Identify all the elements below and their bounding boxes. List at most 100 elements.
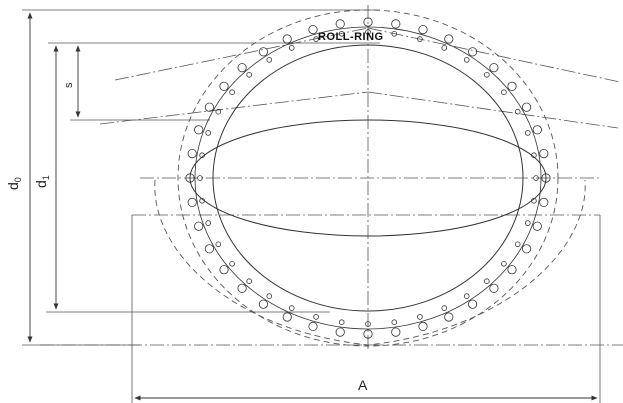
roller-pin — [524, 130, 531, 136]
roller-pin — [246, 278, 253, 285]
roller-bead — [335, 19, 345, 29]
roller-pin — [205, 220, 212, 226]
roller-bead — [258, 299, 268, 309]
roller-bead — [282, 312, 292, 322]
roller-pin — [441, 305, 448, 311]
roller-bead — [219, 265, 229, 275]
roller-bead — [194, 221, 204, 231]
roller-pin — [205, 130, 212, 136]
roller-pin — [417, 314, 423, 320]
roller-pin — [246, 72, 253, 78]
roller-pin — [229, 260, 235, 267]
roller-bead — [363, 17, 373, 27]
roller-pin — [514, 241, 521, 248]
roller-pin — [266, 293, 273, 299]
roller-pin — [483, 72, 490, 78]
roller-pin — [417, 36, 423, 42]
roller-pin — [229, 89, 235, 95]
roller-bead — [194, 125, 204, 135]
dimension-lines — [27, 12, 598, 401]
roller-pin — [199, 152, 205, 159]
roller-bead — [391, 327, 401, 337]
roller-bead — [308, 25, 318, 35]
extension-lines — [22, 9, 601, 403]
roller-pin — [531, 198, 537, 204]
roller-pin — [514, 108, 521, 115]
roller-bead — [467, 299, 478, 309]
roller-pin — [288, 305, 295, 311]
roller-pin — [313, 314, 319, 320]
roller-pin — [215, 108, 222, 115]
roller-pin — [197, 175, 203, 181]
roller-bead — [187, 197, 197, 207]
roller-bead — [204, 102, 214, 112]
inner-flat-ellipse — [189, 119, 547, 237]
d0-label: d0 — [5, 177, 23, 190]
roller-pin — [531, 152, 537, 159]
d1-label: d1 — [33, 175, 51, 188]
chain-link-path — [194, 26, 542, 330]
roller-bead — [539, 197, 549, 207]
roller-bead — [532, 221, 542, 231]
roller-pin — [463, 57, 470, 63]
roller-pin — [501, 260, 507, 267]
roller-pin — [313, 36, 319, 42]
roller-pin — [391, 319, 398, 326]
roller-bead — [391, 19, 401, 29]
A-label: A — [358, 377, 368, 393]
roller-bead — [507, 81, 517, 91]
roller-pin — [288, 45, 295, 51]
roller-bead — [308, 321, 318, 331]
centerlines — [40, 5, 623, 350]
lower-taper-line-left — [99, 91, 369, 125]
roller-pin — [533, 175, 539, 181]
inner-large-ellipse — [212, 44, 524, 312]
roller-bead — [185, 173, 195, 183]
roller-bead — [444, 312, 454, 322]
roller-bead — [363, 329, 373, 339]
roller-pin — [391, 30, 398, 37]
roller-bead — [282, 34, 292, 44]
upper-taper-line-left — [114, 27, 369, 81]
roller-bead — [521, 102, 532, 112]
roller-bead — [418, 25, 428, 35]
roller-bead — [237, 63, 247, 73]
roller-pin — [338, 30, 345, 37]
roller-chain — [185, 17, 551, 339]
roller-bead — [187, 149, 197, 159]
roller-bead — [541, 173, 551, 183]
roller-pin — [441, 45, 448, 51]
roller-bead — [532, 125, 542, 135]
ring-label: ROLL-RING — [318, 31, 384, 43]
roller-bead — [489, 63, 499, 73]
roller-bead — [219, 81, 229, 91]
roller-pin — [365, 321, 371, 327]
roller-bead — [418, 321, 428, 331]
roller-bead — [467, 47, 478, 57]
roller-pin — [501, 89, 507, 95]
roller-bead — [489, 283, 499, 293]
upper-taper-line-right — [367, 27, 621, 83]
roller-pin — [463, 293, 470, 299]
roller-bead — [335, 327, 345, 337]
roller-pin — [215, 241, 222, 248]
roller-bead — [204, 244, 214, 254]
outer-envelope — [154, 9, 586, 347]
roller-bead — [507, 265, 517, 275]
roller-pin — [365, 29, 371, 35]
roller-pin — [524, 220, 531, 226]
roller-bead — [444, 34, 454, 44]
roller-pin — [483, 278, 490, 285]
roller-pin — [199, 198, 205, 204]
roller-pin — [338, 319, 345, 326]
roller-bead — [521, 244, 532, 254]
dimension-labels: d0 d1 s A — [5, 82, 368, 393]
roller-pin — [266, 57, 273, 63]
s-label: s — [63, 82, 75, 88]
roller-bead — [237, 283, 247, 293]
inner-ring-outlines — [189, 44, 547, 312]
roller-bead — [258, 47, 268, 57]
lower-taper-line-right — [367, 91, 619, 129]
